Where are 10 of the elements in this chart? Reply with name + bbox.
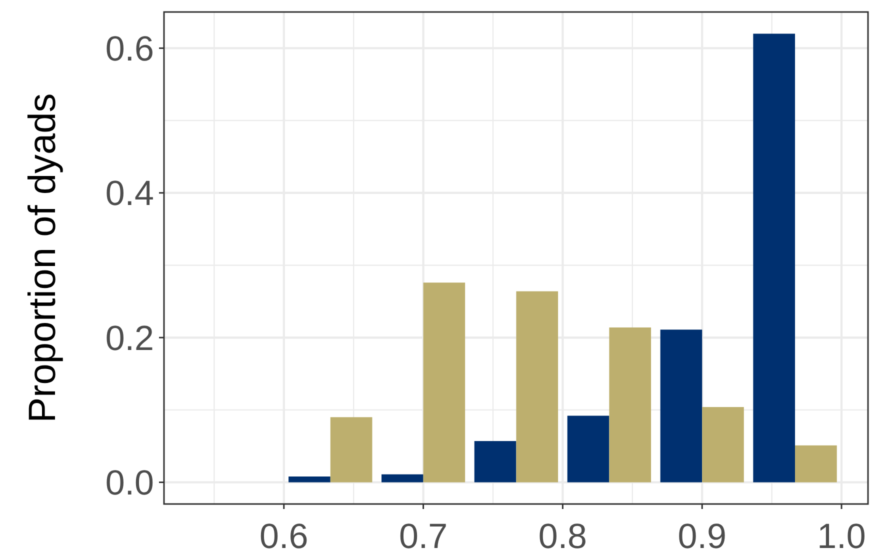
x-tick-label: 1.0: [817, 517, 866, 552]
y-axis-title: Proportion of dyads: [22, 93, 64, 423]
y-tick-label: 0.6: [105, 29, 154, 68]
y-tick-label: 0.0: [105, 464, 154, 503]
y-tick-label: 0.2: [105, 318, 154, 358]
x-tick-label: 0.8: [538, 517, 588, 552]
y-tick-label: 0.4: [105, 174, 154, 214]
x-tick-label: 0.7: [398, 517, 448, 552]
x-tick-label: 0.6: [260, 517, 308, 552]
x-tick-label: 0.9: [678, 517, 726, 552]
